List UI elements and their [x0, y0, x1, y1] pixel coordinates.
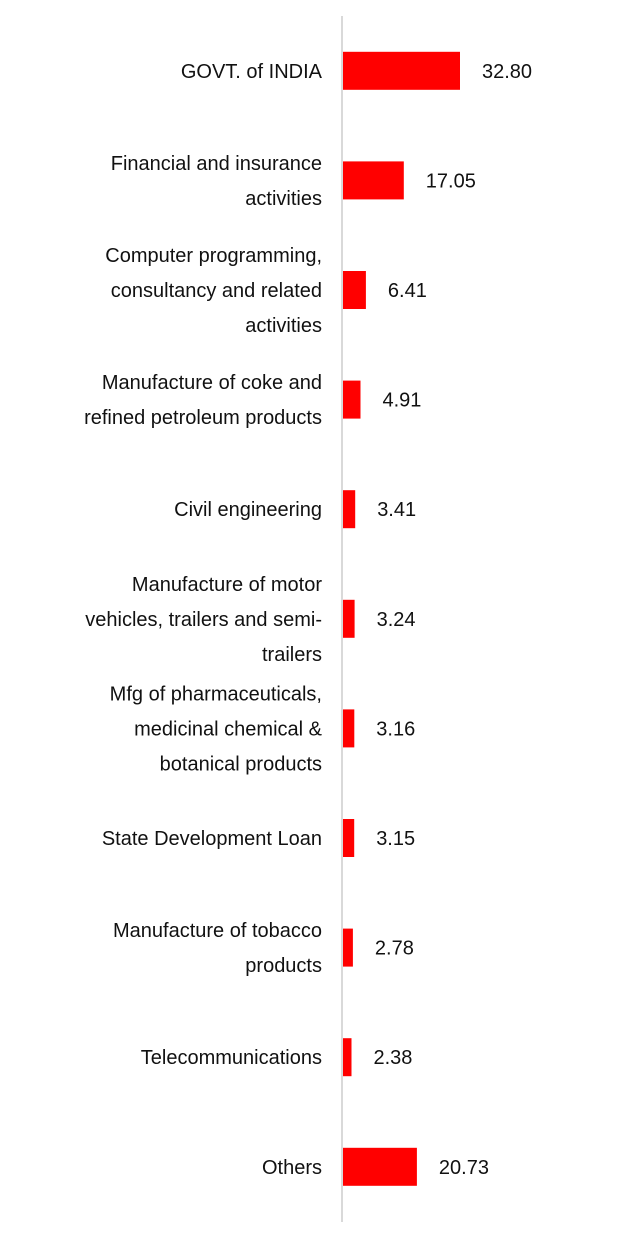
data-label: 20.73 — [439, 1157, 489, 1179]
category-label: Telecommunications — [141, 1047, 322, 1069]
category-label-line: activities — [245, 315, 322, 337]
category-label-line: medicinal chemical & — [134, 718, 323, 740]
bar — [343, 819, 355, 857]
data-label: 6.41 — [388, 280, 427, 302]
category-label-line: Mfg of pharmaceuticals, — [110, 683, 322, 705]
category-label: Others — [262, 1157, 322, 1179]
category-label: Mfg of pharmaceuticals, medicinal chemica… — [110, 683, 323, 775]
data-label: 4.91 — [383, 390, 422, 412]
bar — [343, 490, 356, 529]
data-label: 17.05 — [426, 170, 476, 192]
data-label: 32.80 — [482, 61, 532, 83]
bars-group — [343, 51, 460, 1186]
data-label: 3.16 — [376, 718, 415, 740]
data-label: 3.24 — [377, 609, 416, 631]
category-label-line: Financial and insurance — [111, 153, 322, 175]
value-labels-group: 32.80 17.05 6.41 4.91 3.41 3.24 3.16 3.15 2.78 2.… — [374, 61, 533, 1179]
category-label: Manufacture of tobacco products — [113, 920, 322, 977]
data-label: 2.78 — [375, 938, 414, 960]
bar — [343, 599, 355, 638]
category-label-line: Manufacture of tobacco — [113, 920, 322, 942]
bar — [343, 709, 355, 748]
category-label: Manufacture of motor vehicles, trailers a… — [85, 574, 322, 666]
category-label-line: GOVT. of INDIA — [181, 61, 323, 83]
category-labels-group: GOVT. of INDIA Financial and insurance act… — [84, 61, 323, 1179]
category-label: Civil engineering — [174, 499, 322, 521]
category-label-line: activities — [245, 188, 322, 210]
bar — [343, 1147, 417, 1186]
category-label-line: Computer programming, — [105, 245, 322, 267]
data-label: 3.15 — [376, 828, 415, 850]
data-label: 2.38 — [374, 1047, 413, 1069]
category-label: State Development Loan — [102, 828, 322, 850]
category-label: GOVT. of INDIA — [181, 61, 323, 83]
bar — [343, 1038, 352, 1077]
category-label-line: Manufacture of coke and — [102, 372, 322, 394]
category-label-line: Others — [262, 1157, 322, 1179]
category-label-line: consultancy and related — [111, 280, 322, 302]
category-label-line: botanical products — [160, 753, 322, 775]
category-label-line: Telecommunications — [141, 1047, 322, 1069]
category-label-line: refined petroleum products — [84, 407, 322, 429]
bar — [343, 380, 361, 419]
category-label-line: State Development Loan — [102, 828, 322, 850]
category-label-line: products — [245, 955, 322, 977]
bar — [343, 928, 353, 967]
category-label: Computer programming, consultancy and rel… — [105, 245, 322, 337]
category-label-line: Civil engineering — [174, 499, 322, 521]
bar — [343, 161, 404, 200]
bar — [343, 51, 460, 90]
bar — [343, 271, 366, 309]
data-label: 3.41 — [377, 499, 416, 521]
category-label-line: Manufacture of motor — [132, 574, 322, 596]
category-label-line: vehicles, trailers and semi- — [85, 609, 322, 631]
category-label: Manufacture of coke and refined petroleum… — [84, 372, 322, 429]
category-label-line: trailers — [262, 644, 322, 666]
category-label: Financial and insurance activities — [111, 153, 322, 210]
